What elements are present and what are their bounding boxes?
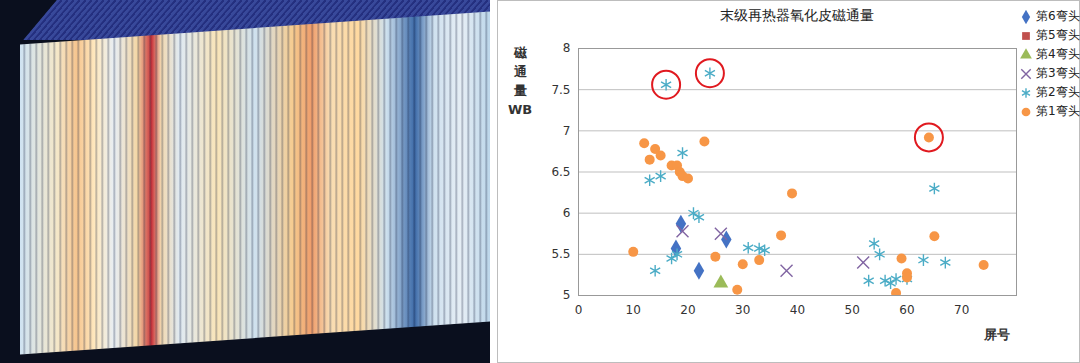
- svg-text:7.5: 7.5: [551, 83, 570, 97]
- html-text:第2弯头: 第2弯头: [1036, 85, 1080, 99]
- html-text:屏号: 屏号: [984, 327, 1010, 342]
- svg-text:10: 10: [626, 303, 641, 317]
- html-text:通: 通: [513, 64, 527, 79]
- html-text:第1弯头: 第1弯头: [1036, 104, 1080, 118]
- svg-text:5: 5: [563, 288, 571, 302]
- svg-text:50: 50: [845, 303, 860, 317]
- html-text:磁: 磁: [513, 45, 527, 60]
- html-text:第4弯头: 第4弯头: [1036, 47, 1080, 61]
- svg-text:8: 8: [563, 41, 571, 55]
- svg-text:6: 6: [563, 206, 571, 220]
- svg-text:6.5: 6.5: [551, 165, 570, 179]
- svg-text:7: 7: [563, 124, 571, 138]
- html-text:WB: WB: [508, 102, 533, 117]
- html-text:量: 量: [513, 83, 527, 98]
- svg-text:20: 20: [680, 303, 695, 317]
- svg-text:30: 30: [735, 303, 750, 317]
- html-text:第6弯头: 第6弯头: [1036, 9, 1080, 23]
- html-text:第3弯头: 第3弯头: [1036, 66, 1080, 80]
- html-text:末级再热器氧化皮磁通量: 末级再热器氧化皮磁通量: [720, 7, 874, 23]
- html-text:第5弯头: 第5弯头: [1036, 28, 1080, 42]
- svg-text:60: 60: [899, 303, 914, 317]
- svg-text:0: 0: [575, 303, 583, 317]
- svg-text:70: 70: [954, 303, 969, 317]
- svg-text:5.5: 5.5: [551, 247, 570, 261]
- svg-text:40: 40: [790, 303, 805, 317]
